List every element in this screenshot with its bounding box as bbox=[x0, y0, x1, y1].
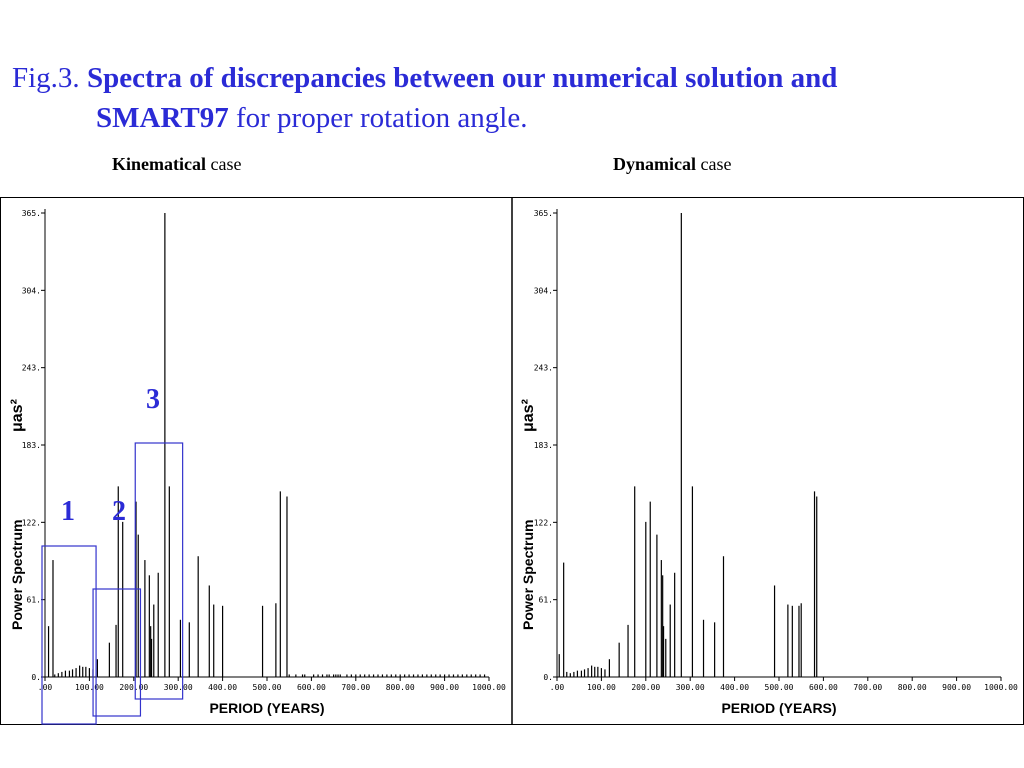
highlight-box-label: 2 bbox=[112, 496, 126, 527]
y-tick-label: 0. bbox=[31, 673, 41, 682]
x-tick-label: 300.00 bbox=[676, 683, 705, 692]
y-axis-label: Power Spectrum bbox=[9, 520, 25, 630]
panel-title-dynamical: Dynamical case bbox=[613, 154, 731, 175]
x-tick-label: 700.00 bbox=[341, 683, 370, 692]
x-tick-label: 400.00 bbox=[720, 683, 749, 692]
y-tick-label: 183. bbox=[22, 441, 41, 450]
y-axis-unit: μas² bbox=[520, 399, 537, 432]
y-tick-label: 0. bbox=[543, 673, 553, 682]
x-tick-label: 800.00 bbox=[386, 683, 415, 692]
x-tick-label: 800.00 bbox=[898, 683, 927, 692]
y-tick-label: 122. bbox=[22, 518, 41, 527]
x-tick-label: 1000.00 bbox=[984, 683, 1018, 692]
panel-title-kinematical: Kinematical case bbox=[112, 154, 241, 175]
x-tick-label: 100.00 bbox=[75, 683, 104, 692]
y-axis-label: Power Spectrum bbox=[520, 520, 536, 630]
title-prefix: Fig.3. bbox=[12, 62, 87, 94]
highlight-box bbox=[41, 545, 97, 725]
x-tick-label: 900.00 bbox=[430, 683, 459, 692]
x-tick-label: 700.00 bbox=[853, 683, 882, 692]
panel-title-rest: case bbox=[696, 154, 732, 174]
x-tick-label: 100.00 bbox=[587, 683, 616, 692]
y-tick-label: 365. bbox=[534, 209, 553, 218]
title-bold-2: SMART97 bbox=[96, 102, 229, 134]
x-tick-label: 300.00 bbox=[164, 683, 193, 692]
x-tick-label: .00 bbox=[550, 683, 565, 692]
figure-title: Fig.3. Spectra of discrepancies between … bbox=[12, 58, 1012, 138]
y-tick-label: 183. bbox=[534, 441, 553, 450]
highlight-box-label: 3 bbox=[146, 384, 160, 415]
spectrum-panel-dynamical: 0. 61. 122. 183. 243. 304. 365. .00 100.00 200.00… bbox=[520, 209, 1018, 716]
y-tick-label: 61. bbox=[539, 596, 553, 605]
y-tick-label: 243. bbox=[22, 364, 41, 373]
highlight-boxes: 1 2 3 bbox=[41, 384, 184, 725]
spectrum-panel-kinematical: 0. 61. 122. 183. 243. 304. 365. .00 100.00 200.00… bbox=[9, 209, 506, 716]
x-tick-label: 400.00 bbox=[208, 683, 237, 692]
panel-title-rest: case bbox=[205, 154, 242, 174]
y-tick-label: 365. bbox=[22, 209, 41, 218]
x-tick-label: 500.00 bbox=[253, 683, 282, 692]
y-tick-label: 304. bbox=[22, 286, 41, 295]
x-axis-label: PERIOD (YEARS) bbox=[209, 700, 324, 716]
x-tick-label: .00 bbox=[38, 683, 53, 692]
x-tick-label: 1000.00 bbox=[472, 683, 506, 692]
panel-title-bold: Dynamical bbox=[613, 154, 696, 174]
y-tick-label: 61. bbox=[27, 596, 41, 605]
highlight-box bbox=[134, 442, 184, 700]
title-bold-1: Spectra of discrepancies between our num… bbox=[86, 62, 838, 94]
x-tick-label: 900.00 bbox=[942, 683, 971, 692]
highlight-box-label: 1 bbox=[61, 496, 75, 527]
y-tick-label: 122. bbox=[534, 518, 553, 527]
y-tick-label: 304. bbox=[534, 286, 553, 295]
y-tick-label: 243. bbox=[534, 364, 553, 373]
x-tick-label: 500.00 bbox=[765, 683, 794, 692]
panel-title-bold: Kinematical bbox=[112, 154, 206, 174]
highlight-box bbox=[92, 588, 142, 717]
x-tick-label: 200.00 bbox=[631, 683, 660, 692]
x-tick-label: 600.00 bbox=[297, 683, 326, 692]
x-tick-label: 600.00 bbox=[809, 683, 838, 692]
x-tick-label: 200.00 bbox=[119, 683, 148, 692]
title-rest: for proper rotation angle. bbox=[228, 102, 528, 134]
x-axis-label: PERIOD (YEARS) bbox=[721, 700, 836, 716]
y-axis-unit: μas² bbox=[9, 399, 26, 432]
